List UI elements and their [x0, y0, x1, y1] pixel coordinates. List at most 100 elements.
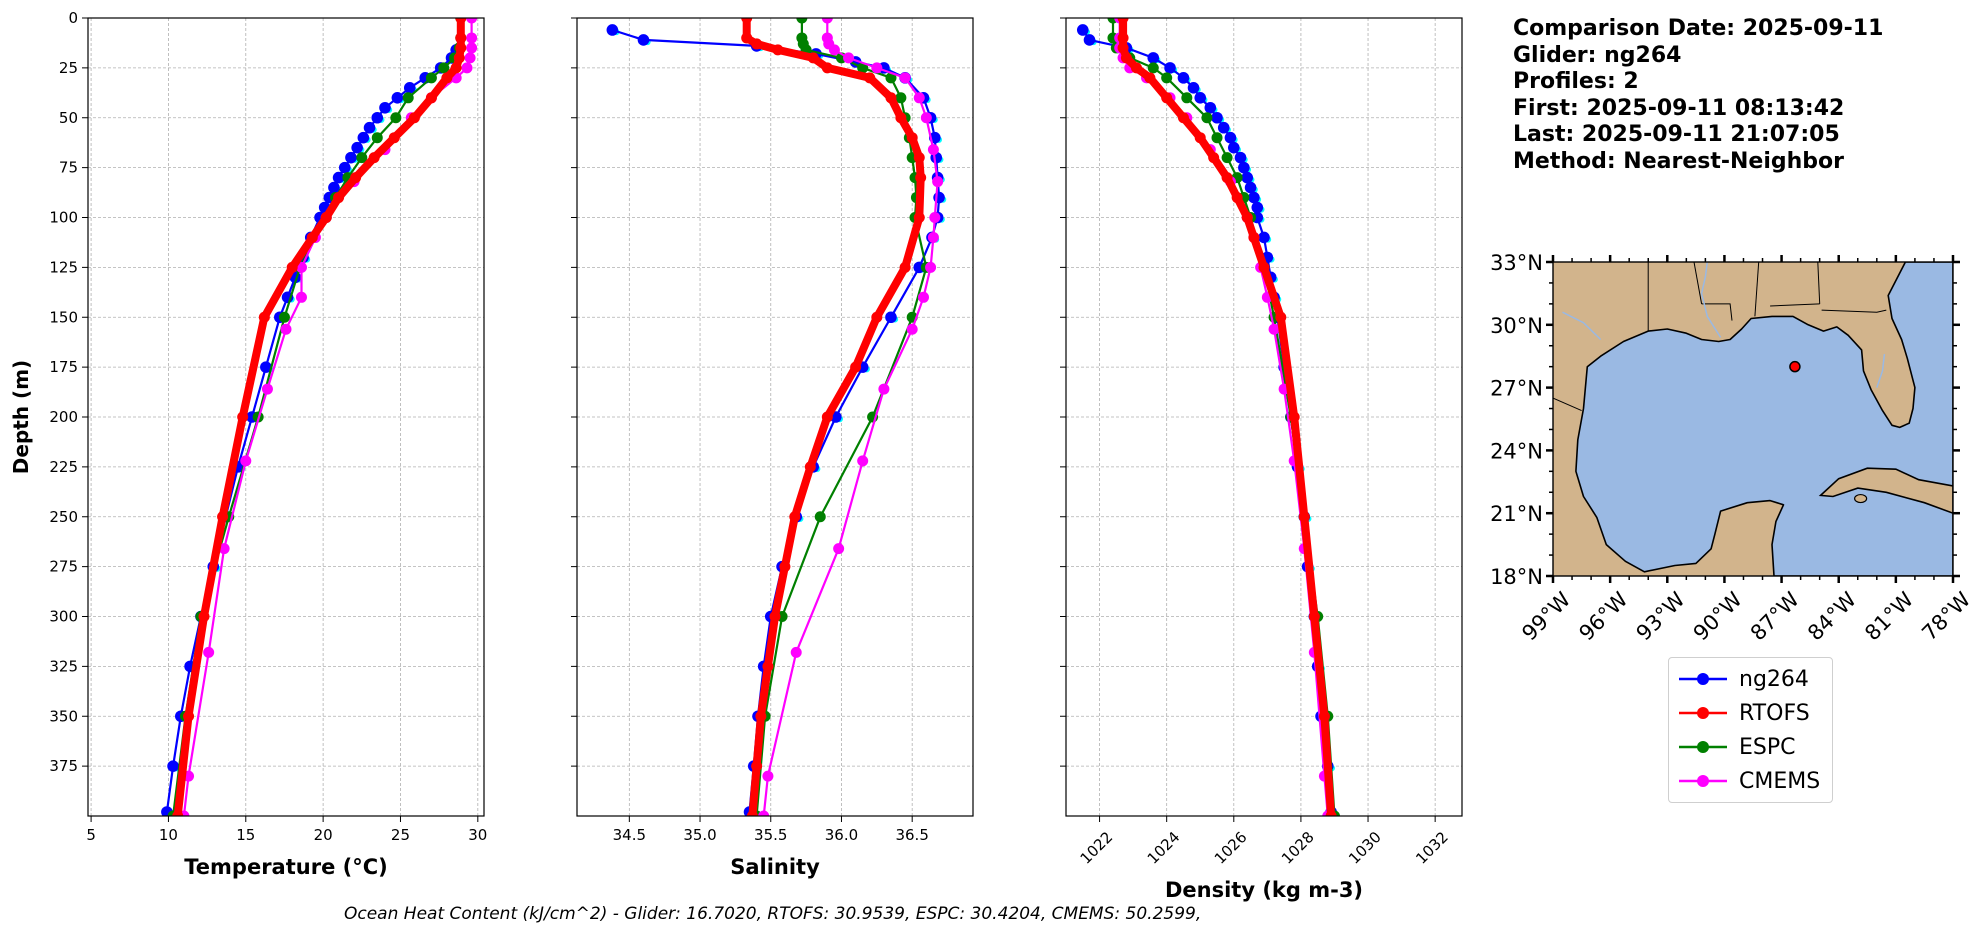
map-lat-label: 18°N	[1490, 565, 1543, 589]
series-point-ng264	[357, 131, 370, 144]
map-lon-label: 87°W	[1746, 587, 1804, 645]
series-point-ESPC	[885, 72, 897, 84]
series-point-RTOFS	[779, 561, 791, 573]
series-point-ng264	[1187, 82, 1200, 94]
series-point-RTOFS	[1208, 152, 1220, 164]
series-point-ng264	[1224, 131, 1237, 144]
series-point-ng264	[379, 101, 391, 114]
series-point-RTOFS	[172, 810, 184, 816]
series-point-RTOFS	[751, 760, 763, 772]
series-point-RTOFS	[1318, 710, 1330, 722]
series-point-CMEMS	[295, 291, 307, 303]
x-axis-label: Density (kg m-3)	[1165, 878, 1363, 902]
plot-area-0	[161, 18, 478, 816]
series-point-RTOFS	[850, 361, 862, 373]
series-point-ng264	[1248, 191, 1260, 204]
legend: ng264 RTOFS ESPC CMEMS	[1668, 657, 1834, 803]
series-point-ng264	[260, 361, 272, 373]
xtick-label: 36.5	[895, 826, 928, 844]
map-frame	[1552, 261, 1954, 577]
xtick-label: 25	[391, 826, 410, 844]
legend-swatch-espc	[1679, 741, 1727, 753]
y-axis-label: Depth (m)	[9, 360, 33, 474]
series-point-RTOFS	[741, 32, 753, 44]
series-point-RTOFS	[1144, 72, 1156, 84]
cuba-island	[1818, 467, 1953, 515]
series-point-RTOFS	[807, 52, 819, 64]
ytick-label: 75	[59, 159, 78, 177]
series-point-ng264	[371, 111, 384, 124]
x-axis-label: Salinity	[730, 855, 820, 879]
series-point-ESPC	[1211, 132, 1223, 144]
map-lon-label: 90°W	[1689, 587, 1747, 645]
series-point-RTOFS	[913, 212, 925, 223]
series-point-ng264	[1238, 161, 1250, 174]
series-point-CMEMS	[871, 62, 883, 74]
series-point-CMEMS	[927, 144, 939, 156]
map-lat-label: 24°N	[1490, 439, 1543, 463]
series-point-ESPC	[796, 18, 808, 24]
map-lon-label: 84°W	[1803, 587, 1861, 645]
series-point-CMEMS	[828, 44, 840, 56]
series-point-CMEMS	[218, 543, 230, 555]
xtick-label: 1024	[1144, 828, 1184, 868]
series-point-ng264	[1177, 72, 1190, 84]
axes-frame	[576, 17, 974, 817]
series-point-RTOFS	[388, 132, 400, 144]
series-point-ng264	[328, 181, 340, 194]
series-point-ESPC	[1147, 62, 1159, 74]
series-point-RTOFS	[1258, 261, 1270, 273]
state-border	[1553, 397, 1582, 412]
legend-item-espc: ESPC	[1677, 730, 1820, 764]
state-border	[1693, 262, 1703, 304]
series-point-CMEMS	[899, 72, 911, 84]
info-line-glider: Glider: ng264	[1513, 42, 1682, 68]
series-point-CMEMS	[762, 770, 774, 782]
series-point-RTOFS	[455, 42, 467, 54]
series-point-RTOFS	[821, 411, 833, 423]
axes-frame	[1065, 17, 1463, 817]
series-point-RTOFS	[1248, 231, 1260, 243]
series-point-RTOFS	[1231, 192, 1243, 204]
series-point-CMEMS	[240, 455, 252, 467]
series-point-ng264	[403, 82, 416, 94]
info-line-method: Method: Nearest-Neighbor	[1513, 148, 1844, 174]
series-point-RTOFS	[772, 44, 784, 56]
series-point-CMEMS	[280, 323, 292, 335]
map-area	[1553, 262, 1953, 576]
series-point-CMEMS	[461, 62, 473, 74]
ytick-label: 225	[49, 458, 78, 476]
xtick-label: 34.5	[613, 826, 646, 844]
series-point-RTOFS	[333, 192, 345, 204]
series-point-RTOFS	[441, 72, 453, 84]
ytick-label: 325	[49, 657, 78, 675]
river	[1562, 311, 1602, 341]
map-lat-label: 30°N	[1490, 314, 1543, 338]
series-point-ng264	[391, 92, 404, 104]
series-point-CMEMS	[932, 176, 944, 188]
series-point-RTOFS	[455, 32, 467, 44]
series-point-CMEMS	[466, 32, 478, 44]
xtick-label: 36.0	[825, 826, 858, 844]
state-border	[1701, 303, 1733, 321]
legend-swatch-rtofs	[1679, 707, 1727, 719]
series-point-RTOFS	[453, 52, 465, 64]
series-point-ng264	[332, 171, 345, 184]
series-point-CMEMS	[857, 455, 869, 467]
series-point-RTOFS	[1288, 411, 1300, 423]
series-point-ESPC	[371, 132, 383, 144]
series-point-RTOFS	[915, 172, 927, 184]
series-point-RTOFS	[895, 112, 907, 124]
series-point-CMEMS	[1268, 323, 1280, 335]
ytick-label: 200	[49, 408, 78, 426]
series-point-RTOFS	[913, 152, 925, 164]
series-point-RTOFS	[1117, 32, 1129, 44]
series-point-CMEMS	[913, 92, 925, 104]
series-point-CMEMS	[464, 52, 476, 64]
info-line-profiles: Profiles: 2	[1513, 69, 1639, 94]
xtick-label: 5	[86, 826, 96, 844]
xtick-label: 1032	[1412, 828, 1452, 868]
series-point-RTOFS	[1177, 112, 1189, 124]
xtick-label: 1028	[1278, 828, 1318, 868]
